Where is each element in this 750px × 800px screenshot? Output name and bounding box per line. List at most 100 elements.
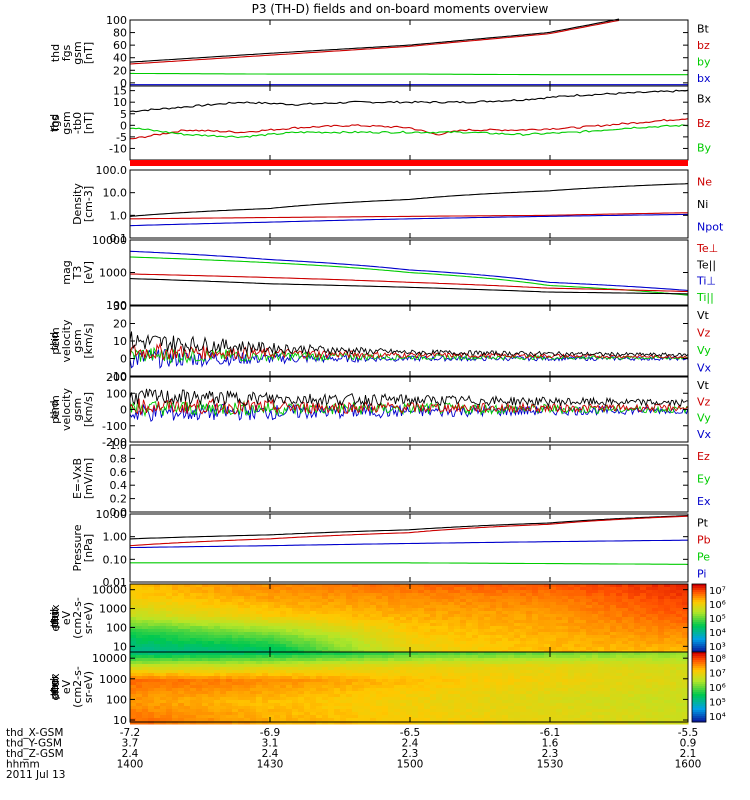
flux-cell	[532, 673, 539, 677]
flux-cell	[640, 661, 647, 665]
flux-cell	[598, 593, 605, 597]
flux-cell	[304, 712, 311, 716]
flux-cell	[268, 635, 275, 639]
flux-cell	[634, 635, 641, 639]
flux-cell	[334, 620, 341, 624]
flux-cell	[514, 602, 521, 606]
flux-cell	[562, 632, 569, 636]
flux-cell	[334, 596, 341, 600]
flux-cell	[340, 602, 347, 606]
flux-cell	[406, 647, 413, 651]
flux-cell	[256, 602, 263, 606]
flux-cell	[424, 718, 431, 722]
flux-cell	[664, 623, 671, 627]
flux-cell	[370, 682, 377, 686]
flux-cell	[562, 614, 569, 618]
flux-cell	[418, 688, 425, 692]
flux-cell	[586, 629, 593, 633]
flux-cell	[382, 685, 389, 689]
flux-cell	[412, 700, 419, 704]
flux-cell	[238, 605, 245, 609]
flux-cell	[190, 676, 197, 680]
colorbar-step	[692, 644, 706, 647]
flux-cell	[490, 623, 497, 627]
flux-cell	[340, 614, 347, 618]
y-axis-label-line: sr-eV)	[82, 671, 95, 703]
flux-cell	[310, 629, 317, 633]
flux-cell	[232, 638, 239, 642]
flux-cell	[184, 715, 191, 719]
flux-cell	[628, 584, 635, 588]
flux-cell	[214, 691, 221, 695]
flux-cell	[334, 718, 341, 722]
flux-cell	[394, 667, 401, 671]
flux-cell	[226, 632, 233, 636]
flux-cell	[382, 608, 389, 612]
flux-cell	[358, 608, 365, 612]
flux-cell	[664, 605, 671, 609]
flux-cell	[382, 602, 389, 606]
flux-cell	[682, 682, 689, 686]
flux-cell	[490, 655, 497, 659]
flux-cell	[268, 673, 275, 677]
series-line-Te	[129, 273, 689, 293]
flux-cell	[166, 682, 173, 686]
flux-cell	[616, 691, 623, 695]
flux-cell	[268, 679, 275, 683]
flux-cell	[502, 584, 509, 588]
flux-cell	[184, 641, 191, 645]
flux-cell	[424, 641, 431, 645]
flux-cell	[466, 599, 473, 603]
flux-cell	[460, 587, 467, 591]
flux-cell	[610, 584, 617, 588]
flux-cell	[574, 626, 581, 630]
flux-cell	[526, 608, 533, 612]
flux-cell	[358, 626, 365, 630]
flux-cell	[628, 593, 635, 597]
series-line-bz	[129, 19, 620, 65]
flux-cell	[436, 605, 443, 609]
flux-cell	[334, 590, 341, 594]
flux-cell	[184, 700, 191, 704]
flux-cell	[196, 709, 203, 713]
flux-cell	[388, 587, 395, 591]
flux-cell	[466, 608, 473, 612]
flux-cell	[244, 715, 251, 719]
flux-cell	[652, 626, 659, 630]
flux-cell	[232, 700, 239, 704]
flux-cell	[448, 641, 455, 645]
flux-cell	[478, 584, 485, 588]
flux-cell	[298, 661, 305, 665]
flux-cell	[604, 700, 611, 704]
flux-cell	[646, 688, 653, 692]
flux-cell	[460, 715, 467, 719]
flux-cell	[430, 599, 437, 603]
flux-cell	[226, 641, 233, 645]
flux-cell	[172, 691, 179, 695]
flux-cell	[550, 664, 557, 668]
y-tick-label: 10000	[92, 584, 127, 597]
flux-cell	[538, 623, 545, 627]
flux-cell	[460, 709, 467, 713]
flux-cell	[190, 694, 197, 698]
flux-cell	[406, 629, 413, 633]
flux-cell	[154, 685, 161, 689]
flux-cell	[556, 694, 563, 698]
flux-cell	[298, 664, 305, 668]
flux-cell	[268, 605, 275, 609]
flux-cell	[256, 617, 263, 621]
flux-cell	[478, 638, 485, 642]
flux-cell	[580, 593, 587, 597]
flux-cell	[286, 688, 293, 692]
flux-cell	[298, 644, 305, 648]
flux-cell	[136, 593, 143, 597]
flux-cell	[472, 635, 479, 639]
flux-cell	[322, 635, 329, 639]
flux-cell	[490, 635, 497, 639]
flux-cell	[604, 685, 611, 689]
flux-cell	[682, 617, 689, 621]
flux-cell	[334, 608, 341, 612]
flux-cell	[196, 608, 203, 612]
flux-cell	[184, 664, 191, 668]
flux-cell	[550, 608, 557, 612]
